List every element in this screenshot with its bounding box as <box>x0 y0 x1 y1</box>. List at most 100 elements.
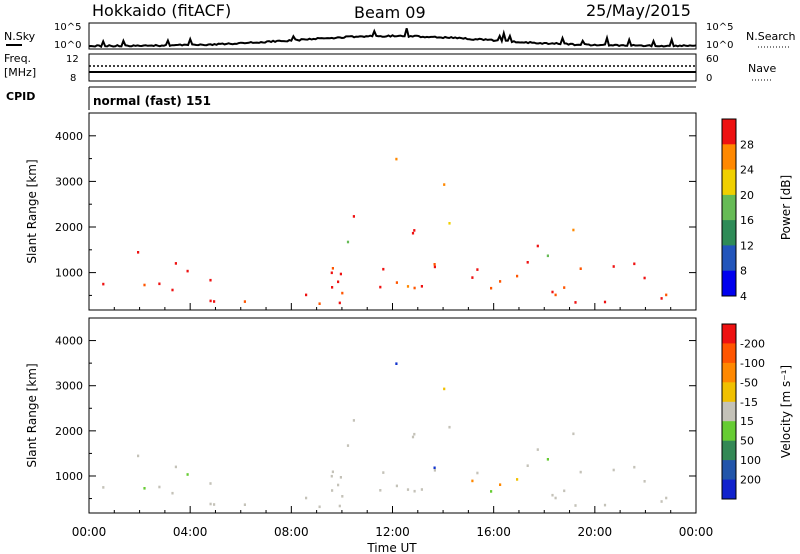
velocity-cell <box>213 503 216 506</box>
power-cell <box>413 229 416 232</box>
velocity-cell <box>339 476 342 479</box>
colorbar-tick-label: -200 <box>740 337 765 350</box>
velocity-cell <box>643 480 646 483</box>
noise-trace <box>88 28 697 49</box>
velocity-cell <box>490 490 493 493</box>
power-cell <box>411 231 415 235</box>
velocity-cell <box>352 419 355 422</box>
power-cell <box>338 301 341 305</box>
power-cell <box>352 215 355 218</box>
power-cell <box>137 251 140 254</box>
freq-tick-bottom: 8 <box>70 73 76 84</box>
velocity-cell <box>433 466 436 470</box>
noise-left-tick-top: 10^5 <box>54 22 81 33</box>
power-cell <box>158 282 161 286</box>
velocity-cell <box>546 458 549 461</box>
colorbar-label: Velocity [m s⁻¹] <box>779 365 793 458</box>
velocity-cell <box>379 489 382 492</box>
velocity-cell <box>331 489 334 492</box>
colorbar-tick-label: -50 <box>740 376 758 389</box>
freq-tick-top: 12 <box>66 54 79 65</box>
y-tick-label: 3000 <box>55 380 83 393</box>
velocity-cell <box>406 488 410 491</box>
power-cell <box>603 300 607 304</box>
power-cell <box>526 261 529 264</box>
velocity-cell <box>158 485 161 489</box>
colorbar-swatch <box>722 144 736 171</box>
velocity-cell <box>395 484 398 488</box>
colorbar-tick-label: 4 <box>740 290 747 303</box>
power-cell <box>379 285 382 289</box>
power-cell <box>174 262 177 265</box>
freq-panel: Freq. [MHz] 12 8 60 0 Nave <box>4 52 776 84</box>
power-cell <box>395 157 398 161</box>
velocity-cell <box>337 483 340 487</box>
colorbar-tick-label: 24 <box>740 164 754 177</box>
velocity-cell <box>341 495 344 498</box>
velocity-cell <box>174 465 177 469</box>
colorbar-tick-label: 28 <box>740 138 754 151</box>
power-cell <box>665 293 668 297</box>
x-tick-label: 12:00 <box>375 525 410 539</box>
power-cell <box>318 302 321 305</box>
colorbar-label: Power [dB] <box>779 175 793 240</box>
power-colorbar: 28 24 20 16 12 8 4 Power [dB] <box>721 118 793 303</box>
power-cell <box>413 286 416 290</box>
nave-tick-bottom: 0 <box>706 73 712 84</box>
x-tick-label: 04:00 <box>173 525 208 539</box>
power-cell <box>546 254 549 258</box>
x-axis-label: Time UT <box>366 541 417 554</box>
y-tick-label: 1000 <box>55 470 83 483</box>
power-cell <box>448 222 451 225</box>
velocity-cell <box>499 483 502 486</box>
power-cell <box>382 267 385 271</box>
velocity-cell <box>471 479 474 483</box>
velocity-cell <box>413 489 416 493</box>
y-tick-label: 4000 <box>55 335 83 348</box>
velocity-cell <box>476 471 479 475</box>
time-axis: 00:00 04:00 08:00 12:00 16:00 20:00 00:00 <box>72 525 714 539</box>
plot-frame <box>88 112 697 311</box>
power-cell <box>516 274 519 278</box>
power-cell <box>395 281 398 284</box>
power-cell <box>554 293 557 297</box>
y-tick-label: 3000 <box>55 175 83 188</box>
power-cell <box>476 268 479 271</box>
colorbar-tick-label: 200 <box>740 474 761 487</box>
colorbar-tick-label: 100 <box>740 454 761 467</box>
velocity-cell <box>612 468 615 472</box>
colorbar-tick-label: 12 <box>740 239 754 252</box>
velocity-cell <box>516 478 519 481</box>
colorbar-tick-label: -100 <box>740 357 765 370</box>
velocity-cell <box>665 496 668 500</box>
power-cell <box>102 282 105 286</box>
power-cell <box>499 280 502 283</box>
velocity-cell <box>102 486 105 489</box>
noise-right-label: N.Search <box>746 30 796 43</box>
power-cell <box>186 269 189 273</box>
noise-panel: N.Sky 10^5 10^0 10^5 10^0 N.Search <box>4 22 796 51</box>
cpid-text: normal (fast) 151 <box>93 94 211 108</box>
velocity-cell <box>395 362 398 365</box>
colorbar-tick-label: -15 <box>740 396 758 409</box>
colorbar-swatch <box>722 220 736 246</box>
velocity-cell <box>443 387 446 391</box>
velocity-cell <box>433 469 436 472</box>
x-tick-label: 16:00 <box>476 525 511 539</box>
power-cell <box>420 285 423 288</box>
power-cell <box>433 263 436 266</box>
nave-tick-top: 60 <box>706 54 719 65</box>
colorbar-tick-label: 20 <box>740 189 754 202</box>
velocity-cell <box>382 471 385 474</box>
power-cell <box>406 285 410 288</box>
colorbar-swatch <box>722 169 736 196</box>
power-cell <box>209 278 212 282</box>
freq-label-2: [MHz] <box>4 66 36 79</box>
velocity-cell <box>420 488 423 491</box>
power-cell <box>572 228 575 232</box>
freq-label-1: Freq. <box>4 52 31 65</box>
power-cell <box>331 267 334 270</box>
power-cell <box>563 286 566 289</box>
colorbar-tick-label: 50 <box>740 435 754 448</box>
